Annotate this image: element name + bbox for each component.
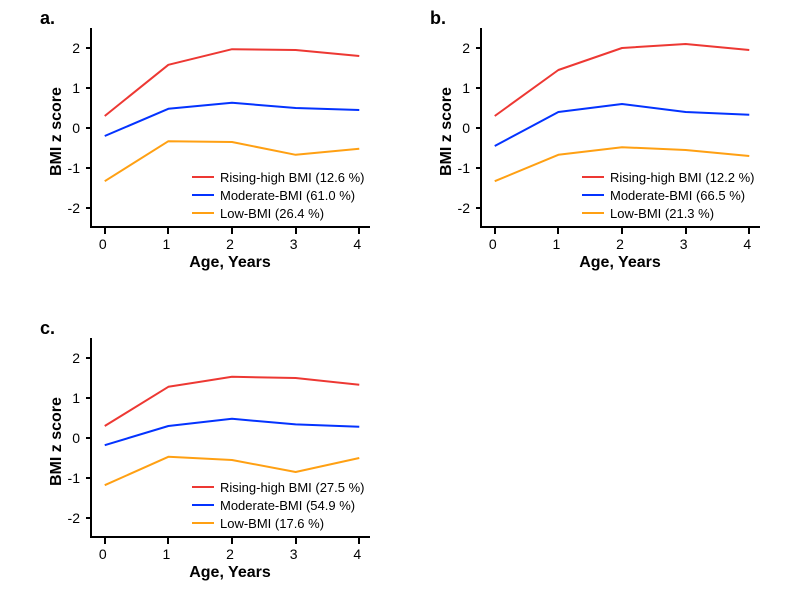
- x-tick: [621, 228, 623, 234]
- x-tick-label: 4: [347, 546, 367, 562]
- x-tick: [494, 228, 496, 234]
- x-tick: [231, 538, 233, 544]
- x-tick: [167, 538, 169, 544]
- figure: a.-2-101201234BMI z scoreAge, YearsRisin…: [0, 0, 800, 608]
- legend-c: Rising-high BMI (27.5 %) Moderate-BMI (54…: [192, 478, 365, 532]
- legend-swatch-low: [192, 522, 214, 524]
- legend-item-rising_high: Rising-high BMI (27.5 %): [192, 478, 365, 496]
- legend-item-rising_high: Rising-high BMI (12.6 %): [192, 168, 365, 186]
- y-axis-label: BMI z score: [48, 87, 66, 176]
- legend-item-moderate: Moderate-BMI (54.9 %): [192, 496, 365, 514]
- x-tick-label: 0: [93, 546, 113, 562]
- legend-swatch-low: [192, 212, 214, 214]
- legend-item-low: Low-BMI (26.4 %): [192, 204, 365, 222]
- legend-swatch-rising_high: [582, 176, 604, 178]
- x-tick-label: 2: [220, 236, 240, 252]
- legend-item-low: Low-BMI (21.3 %): [582, 204, 755, 222]
- legend-swatch-moderate: [582, 194, 604, 196]
- legend-label-moderate: Moderate-BMI (66.5 %): [610, 188, 745, 203]
- y-tick-label: -2: [440, 200, 470, 216]
- legend-swatch-low: [582, 212, 604, 214]
- legend-item-low: Low-BMI (17.6 %): [192, 514, 365, 532]
- y-axis-label: BMI z score: [48, 397, 66, 486]
- x-tick-label: 0: [483, 236, 503, 252]
- x-tick: [295, 538, 297, 544]
- x-tick: [295, 228, 297, 234]
- x-axis-label: Age, Years: [90, 564, 370, 582]
- legend-item-moderate: Moderate-BMI (61.0 %): [192, 186, 365, 204]
- legend-label-moderate: Moderate-BMI (54.9 %): [220, 498, 355, 513]
- legend-label-low: Low-BMI (26.4 %): [220, 206, 324, 221]
- x-tick-label: 1: [546, 236, 566, 252]
- y-axis-label: BMI z score: [438, 87, 456, 176]
- legend-swatch-moderate: [192, 504, 214, 506]
- x-tick-label: 4: [737, 236, 757, 252]
- x-tick-label: 1: [156, 546, 176, 562]
- x-tick-label: 3: [674, 236, 694, 252]
- legend-label-rising_high: Rising-high BMI (12.2 %): [610, 170, 755, 185]
- legend-label-rising_high: Rising-high BMI (12.6 %): [220, 170, 365, 185]
- y-tick-label: 2: [50, 40, 80, 56]
- x-tick: [167, 228, 169, 234]
- legend-swatch-moderate: [192, 194, 214, 196]
- x-tick-label: 4: [347, 236, 367, 252]
- legend-a: Rising-high BMI (12.6 %) Moderate-BMI (61…: [192, 168, 365, 222]
- legend-item-moderate: Moderate-BMI (66.5 %): [582, 186, 755, 204]
- x-tick-label: 0: [93, 236, 113, 252]
- panel-label-c: c.: [40, 318, 55, 339]
- x-tick: [104, 538, 106, 544]
- x-tick: [358, 538, 360, 544]
- series-line-moderate: [105, 103, 360, 136]
- x-tick: [231, 228, 233, 234]
- legend-swatch-rising_high: [192, 486, 214, 488]
- x-tick-label: 3: [284, 546, 304, 562]
- legend-label-rising_high: Rising-high BMI (27.5 %): [220, 480, 365, 495]
- panel-label-a: a.: [40, 8, 55, 29]
- panel-label-b: b.: [430, 8, 446, 29]
- x-tick-label: 1: [156, 236, 176, 252]
- series-line-moderate: [105, 419, 360, 445]
- x-tick-label: 2: [610, 236, 630, 252]
- x-axis-label: Age, Years: [480, 254, 760, 272]
- x-tick: [358, 228, 360, 234]
- legend-label-low: Low-BMI (17.6 %): [220, 516, 324, 531]
- legend-label-moderate: Moderate-BMI (61.0 %): [220, 188, 355, 203]
- x-tick: [685, 228, 687, 234]
- series-line-moderate: [495, 104, 750, 146]
- legend-b: Rising-high BMI (12.2 %) Moderate-BMI (66…: [582, 168, 755, 222]
- x-tick: [748, 228, 750, 234]
- series-line-rising_high: [495, 44, 750, 116]
- x-tick-label: 2: [220, 546, 240, 562]
- legend-swatch-rising_high: [192, 176, 214, 178]
- legend-item-rising_high: Rising-high BMI (12.2 %): [582, 168, 755, 186]
- legend-label-low: Low-BMI (21.3 %): [610, 206, 714, 221]
- y-tick-label: 2: [440, 40, 470, 56]
- x-axis-label: Age, Years: [90, 254, 370, 272]
- x-tick: [104, 228, 106, 234]
- series-line-rising_high: [105, 49, 360, 116]
- x-tick-label: 3: [284, 236, 304, 252]
- y-tick-label: -2: [50, 510, 80, 526]
- y-tick-label: -2: [50, 200, 80, 216]
- y-tick-label: 2: [50, 350, 80, 366]
- x-tick: [557, 228, 559, 234]
